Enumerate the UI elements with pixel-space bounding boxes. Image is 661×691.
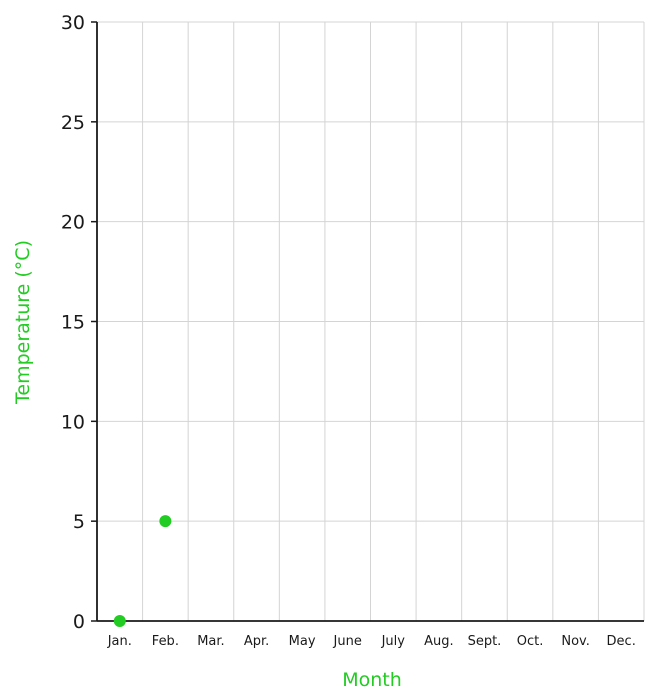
y-axis-label: Temperature (°C)	[12, 240, 34, 405]
x-tick-label: Oct.	[517, 634, 544, 649]
x-tick-label: Sept.	[468, 634, 502, 649]
x-tick-label: Feb.	[152, 634, 179, 649]
x-tick-label: May	[289, 634, 316, 649]
x-tick-label: Dec.	[607, 634, 636, 649]
y-tick-label: 25	[61, 112, 85, 134]
y-tick-label: 10	[61, 411, 85, 433]
x-tick-label: Mar.	[197, 634, 224, 649]
x-tick-label: Aug.	[424, 634, 454, 649]
x-tick-label: June	[333, 634, 362, 649]
y-tick-label: 30	[61, 12, 85, 34]
x-tick-label: Nov.	[561, 634, 590, 649]
y-tick-label: 0	[73, 611, 85, 633]
x-tick-label: July	[381, 634, 406, 649]
data-points	[113, 515, 172, 627]
y-tick-label: 15	[61, 312, 85, 334]
axes	[91, 21, 644, 622]
x-tick-label: Jan.	[107, 634, 132, 649]
data-point	[159, 515, 172, 528]
y-tick-label: 5	[73, 511, 85, 533]
data-point	[113, 615, 126, 627]
grid-lines	[97, 21, 645, 621]
x-axis-label: Month	[342, 669, 402, 691]
x-tick-label: Apr.	[244, 634, 269, 649]
x-tick-labels: Jan. Feb. Mar. Apr. May June July Aug. Sept. Oct.…	[107, 634, 636, 649]
y-tick-labels: 0 5 10 15 20 25 30	[61, 12, 85, 633]
y-tick-label: 20	[61, 212, 85, 234]
